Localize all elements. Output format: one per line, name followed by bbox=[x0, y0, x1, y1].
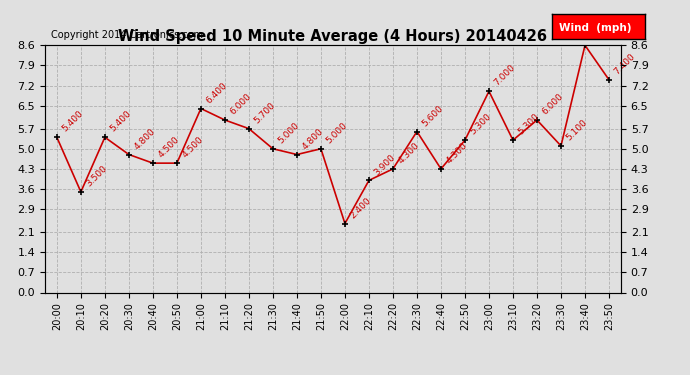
Text: 4.300: 4.300 bbox=[397, 141, 421, 165]
Text: 7.400: 7.400 bbox=[613, 52, 637, 76]
Text: 5.300: 5.300 bbox=[517, 112, 541, 137]
Text: 3.500: 3.500 bbox=[84, 164, 109, 189]
Text: 5.100: 5.100 bbox=[564, 118, 589, 142]
Title: Wind Speed 10 Minute Average (4 Hours) 20140426: Wind Speed 10 Minute Average (4 Hours) 2… bbox=[119, 29, 547, 44]
Text: 6.400: 6.400 bbox=[204, 81, 229, 105]
Text: 5.400: 5.400 bbox=[108, 109, 133, 134]
Text: 7.000: 7.000 bbox=[493, 63, 518, 88]
Text: 4.500: 4.500 bbox=[157, 135, 181, 160]
Text: 5.300: 5.300 bbox=[469, 112, 493, 137]
Text: 4.500: 4.500 bbox=[181, 135, 205, 160]
Text: 8.600: 8.600 bbox=[589, 17, 613, 42]
Text: Copyright 2014 Cartronics.com: Copyright 2014 Cartronics.com bbox=[50, 30, 203, 40]
Text: 4.800: 4.800 bbox=[301, 126, 325, 151]
Text: 6.000: 6.000 bbox=[540, 92, 565, 117]
Text: 5.700: 5.700 bbox=[253, 100, 277, 125]
Text: 2.400: 2.400 bbox=[348, 196, 373, 220]
Text: 5.000: 5.000 bbox=[277, 121, 301, 146]
Text: Wind  (mph): Wind (mph) bbox=[560, 23, 632, 33]
Text: 5.000: 5.000 bbox=[324, 121, 349, 146]
Text: 5.400: 5.400 bbox=[61, 109, 85, 134]
Text: 3.900: 3.900 bbox=[373, 152, 397, 177]
Text: 4.300: 4.300 bbox=[444, 141, 469, 165]
Text: 5.600: 5.600 bbox=[420, 104, 445, 128]
Text: 4.800: 4.800 bbox=[132, 126, 157, 151]
Text: 6.000: 6.000 bbox=[228, 92, 253, 117]
